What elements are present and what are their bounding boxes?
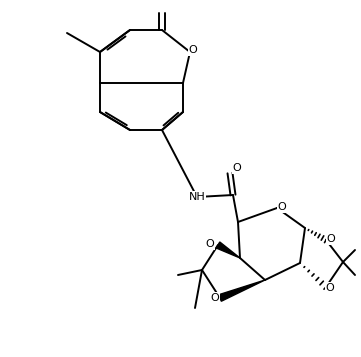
- Polygon shape: [219, 280, 265, 301]
- Text: NH: NH: [189, 192, 205, 202]
- Text: O: O: [232, 163, 242, 173]
- Text: O: O: [327, 234, 335, 244]
- Polygon shape: [216, 242, 240, 258]
- Text: O: O: [326, 283, 334, 293]
- Text: O: O: [189, 45, 197, 55]
- Text: O: O: [278, 202, 286, 212]
- Text: O: O: [210, 293, 219, 303]
- Text: O: O: [206, 239, 214, 249]
